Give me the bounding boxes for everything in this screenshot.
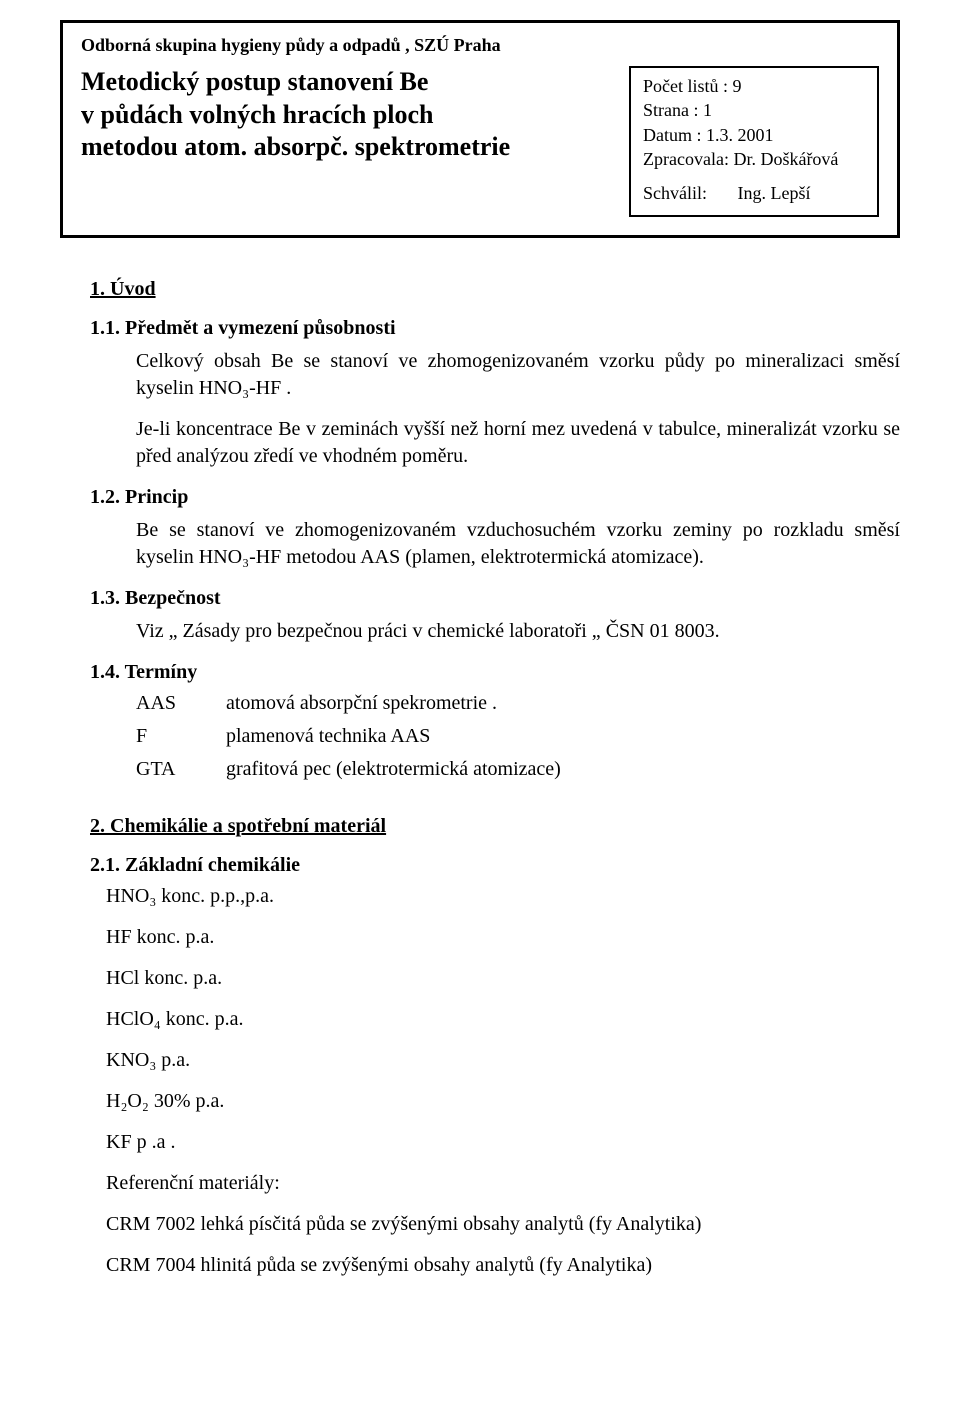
term-row: GTA grafitová pec (elektrotermická atomi… (136, 758, 900, 781)
para-1-2-1: Be se stanoví ve zhomogenizovaném vzduch… (136, 517, 900, 571)
chem-item: HClO₄ konc. p.a. (106, 1008, 900, 1031)
section-2: 2. Chemikálie a spotřební materiál 2.1. … (60, 815, 900, 1277)
header-frame: Odborná skupina hygieny půdy a odpadů , … (60, 20, 900, 238)
title-line-2: v půdách volných hracích ploch (81, 99, 609, 132)
section-1-3-body: Viz „ Zásady pro bezpečnou práci v chemi… (90, 618, 900, 645)
meta-author: Zpracovala: Dr. Doškářová (643, 147, 865, 171)
title-line-1: Metodický postup stanovení Be (81, 66, 609, 99)
org-line: Odborná skupina hygieny půdy a odpadů , … (81, 35, 879, 56)
chem-item: KNO₃ p.a. (106, 1049, 900, 1072)
term-abbr: AAS (136, 692, 226, 715)
chem-item: Referenční materiály: (106, 1172, 900, 1195)
term-row: AAS atomová absorpční spekrometrie . (136, 692, 900, 715)
term-abbr: F (136, 725, 226, 748)
section-1-heading: 1. Úvod (90, 278, 900, 301)
meta-date: Datum : 1.3. 2001 (643, 123, 865, 147)
section-1-4-heading: 1.4. Termíny (90, 661, 900, 684)
section-2-heading: 2. Chemikálie a spotřební materiál (90, 815, 900, 838)
chem-item: CRM 7002 lehká písčitá půda se zvýšenými… (106, 1213, 900, 1236)
section-1-1-heading: 1.1. Předmět a vymezení působnosti (90, 317, 900, 340)
para-1-1-2: Je-li koncentrace Be v zeminách vyšší ne… (136, 416, 900, 470)
para-1-3-1: Viz „ Zásady pro bezpečnou práci v chemi… (136, 618, 900, 645)
section-1-2-body: Be se stanoví ve zhomogenizovaném vzduch… (90, 517, 900, 571)
chem-item: HF konc. p.a. (106, 926, 900, 949)
term-row: F plamenová technika AAS (136, 725, 900, 748)
chem-item: HCl konc. p.a. (106, 967, 900, 990)
section-1-3-heading: 1.3. Bezpečnost (90, 587, 900, 610)
term-def: plamenová technika AAS (226, 725, 900, 748)
term-def: grafitová pec (elektrotermická atomizace… (226, 758, 900, 781)
section-1: 1. Úvod 1.1. Předmět a vymezení působnos… (60, 278, 900, 781)
section-1-2-heading: 1.2. Princip (90, 486, 900, 509)
header-row: Metodický postup stanovení Be v půdách v… (81, 66, 879, 217)
term-def: atomová absorpční spekrometrie . (226, 692, 900, 715)
para-1-1-1: Celkový obsah Be se stanoví ve zhomogeni… (136, 348, 900, 402)
chem-item: H₂O₂ 30% p.a. (106, 1090, 900, 1113)
chem-list: HNO₃ konc. p.p.,p.a. HF konc. p.a. HCl k… (90, 885, 900, 1277)
meta-approved: Schválil: Ing. Lepší (643, 181, 865, 205)
document-title: Metodický postup stanovení Be v půdách v… (81, 66, 609, 164)
meta-page: Strana : 1 (643, 98, 865, 122)
chem-item: HNO₃ konc. p.p.,p.a. (106, 885, 900, 908)
term-abbr: GTA (136, 758, 226, 781)
meta-approved-name: Ing. Lepší (738, 183, 811, 203)
meta-sheets: Počet listů : 9 (643, 74, 865, 98)
meta-box: Počet listů : 9 Strana : 1 Datum : 1.3. … (629, 66, 879, 217)
section-1-4-body: AAS atomová absorpční spekrometrie . F p… (90, 692, 900, 781)
chem-item: CRM 7004 hlinitá půda se zvýšenými obsah… (106, 1254, 900, 1277)
section-1-1-body: Celkový obsah Be se stanoví ve zhomogeni… (90, 348, 900, 470)
meta-approved-label: Schválil: (643, 181, 733, 205)
title-line-3: metodou atom. absorpč. spektrometrie (81, 131, 609, 164)
section-2-1-heading: 2.1. Základní chemikálie (90, 854, 900, 877)
chem-item: KF p .a . (106, 1131, 900, 1154)
document-page: Odborná skupina hygieny půdy a odpadů , … (0, 0, 960, 1335)
